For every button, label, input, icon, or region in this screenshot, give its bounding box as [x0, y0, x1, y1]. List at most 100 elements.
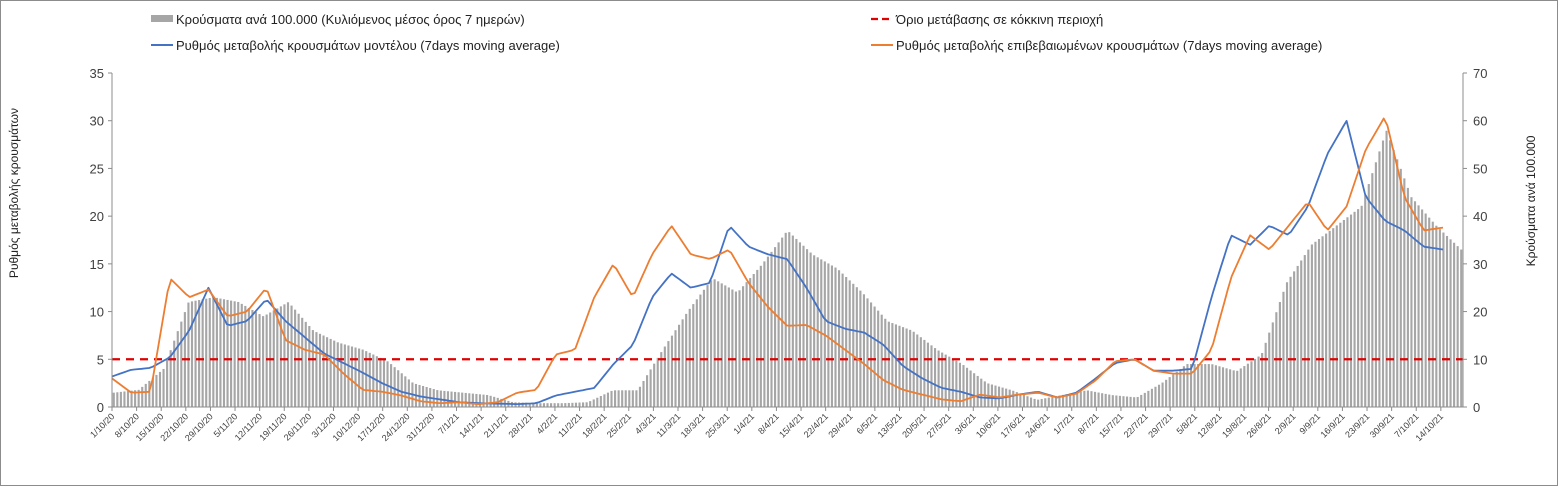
bar: [571, 402, 574, 407]
bar: [1271, 322, 1274, 407]
bar: [1413, 201, 1417, 407]
bar: [791, 235, 794, 407]
legend-confirmed-line-label: Ρυθμός μεταβολής επιβεβαιωμένων κρουσμάτ…: [896, 38, 1322, 53]
bar: [1460, 249, 1463, 407]
bar: [656, 357, 659, 407]
bar: [486, 394, 489, 407]
bar: [944, 354, 947, 407]
bar: [148, 380, 151, 407]
bar: [162, 368, 165, 407]
left-axis-title: Ρυθμός μεταβολής κρουσμάτων: [7, 108, 21, 278]
bar: [702, 289, 706, 407]
bar: [553, 403, 556, 407]
bar: [830, 265, 834, 407]
bar: [542, 403, 546, 407]
bar: [244, 305, 247, 407]
bar: [1385, 130, 1388, 408]
bar: [326, 337, 329, 407]
bar: [1189, 364, 1193, 407]
bar: [116, 392, 119, 407]
bar: [1086, 390, 1089, 407]
bar: [1200, 364, 1203, 407]
bar: [336, 342, 339, 407]
bar: [677, 324, 681, 407]
x-tick-label: 22/4/21: [802, 411, 830, 439]
bar: [653, 363, 656, 407]
bar: [1310, 244, 1313, 407]
bar: [1364, 194, 1367, 407]
bar: [201, 299, 204, 407]
bar: [322, 335, 325, 407]
bar: [574, 402, 578, 407]
x-tick-label: 23/9/21: [1343, 411, 1371, 439]
x-tick-label: 1/4/21: [731, 411, 756, 436]
bar: [1214, 365, 1217, 407]
x-tick-label: 30/9/21: [1368, 411, 1396, 439]
bar: [446, 391, 450, 407]
bar: [926, 342, 929, 407]
left-tick-label: 35: [90, 66, 104, 81]
bar: [649, 369, 652, 407]
bar: [635, 390, 638, 407]
bar: [1193, 364, 1196, 407]
bar: [461, 392, 464, 407]
right-tick-label: 20: [1473, 305, 1487, 320]
model-rate-line: [111, 120, 1444, 405]
bar: [749, 278, 752, 407]
bar: [628, 390, 631, 407]
bar: [713, 279, 716, 407]
bar: [240, 303, 243, 407]
x-tick-label: 13/5/21: [876, 411, 904, 439]
bar: [837, 270, 841, 407]
bar: [1300, 260, 1303, 407]
bar: [738, 290, 741, 407]
bar: [1403, 178, 1406, 407]
bar: [813, 255, 816, 407]
bar: [468, 393, 471, 407]
bar: [279, 306, 282, 407]
left-tick-label: 5: [97, 352, 104, 367]
bar: [354, 347, 357, 407]
bar: [1435, 225, 1438, 407]
legend-marker: [151, 15, 173, 22]
bar: [187, 302, 190, 407]
bar: [535, 403, 538, 407]
bar: [155, 374, 158, 407]
x-tick-label: 1/10/20: [88, 411, 116, 439]
bar: [624, 390, 627, 407]
bar: [301, 317, 304, 407]
x-tick-label: 21/1/21: [482, 411, 510, 439]
bar: [752, 273, 755, 407]
bar: [1325, 233, 1328, 407]
right-axis-title: Κρούσματα ανά 100.000: [1524, 135, 1538, 266]
x-tick-label: 11/2/21: [556, 411, 584, 439]
bar: [916, 334, 919, 407]
bar: [841, 273, 844, 407]
bar: [898, 325, 901, 407]
bar: [478, 394, 482, 407]
bar: [311, 330, 314, 407]
bar: [137, 389, 140, 407]
bar: [887, 321, 890, 407]
bar: [1154, 386, 1157, 407]
bar: [912, 331, 915, 407]
bar: [126, 391, 130, 407]
bar: [1168, 377, 1171, 407]
bar: [1285, 282, 1289, 407]
bar: [1410, 197, 1413, 407]
bar: [180, 321, 183, 407]
bar: [1101, 393, 1104, 407]
bar: [212, 297, 215, 407]
bar: [731, 289, 734, 407]
bar: [1125, 396, 1129, 407]
bar: [1097, 392, 1100, 407]
bar: [1197, 364, 1200, 407]
x-tick-label: 1/7/21: [1051, 411, 1076, 436]
bar: [1129, 396, 1132, 407]
bar: [777, 242, 780, 407]
bar: [262, 316, 265, 407]
bar: [1232, 370, 1235, 407]
legend-model-line-label: Ρυθμός μεταβολής κρουσμάτων μοντέλου (7d…: [176, 38, 560, 53]
bar: [1093, 391, 1097, 407]
bar: [1026, 396, 1029, 407]
